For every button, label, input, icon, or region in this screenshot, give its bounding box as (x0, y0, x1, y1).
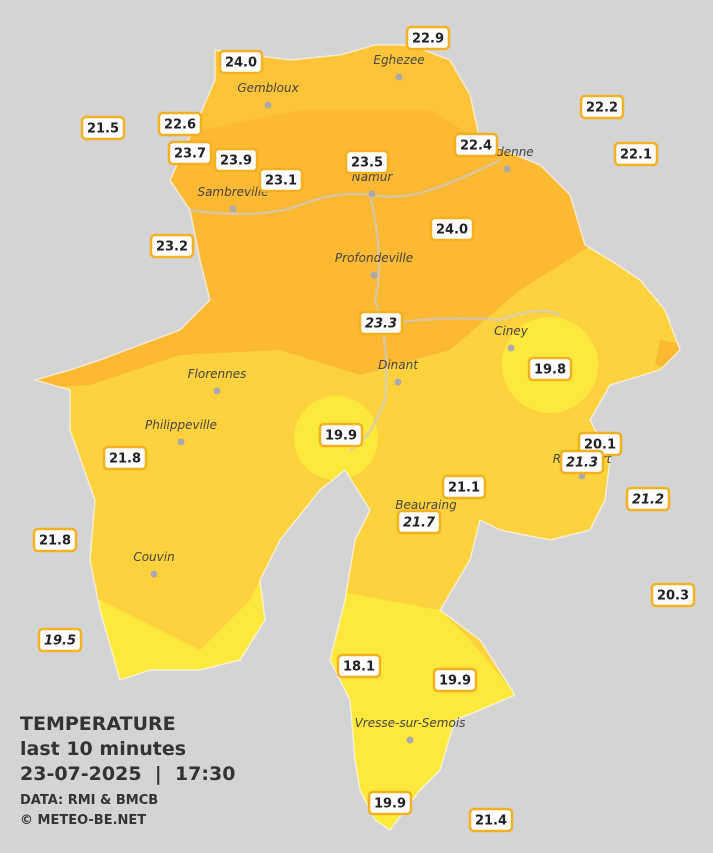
station-box (453, 132, 499, 158)
station-reading: 24.0 (436, 223, 468, 238)
station-box (625, 486, 671, 512)
station-box (80, 115, 126, 141)
caption-source: DATA: RMI & BMCB (20, 793, 158, 808)
town-label: Sambreville (197, 185, 268, 199)
station-box (167, 140, 213, 166)
town-label: Beauraing (395, 498, 457, 512)
station-box (149, 233, 195, 259)
town-label: Vresse-sur-Semois (355, 716, 466, 730)
town-label: Dinant (378, 358, 419, 372)
caption-title: TEMPERATURE (20, 713, 176, 735)
station-box (258, 167, 304, 193)
station-reading: 21.3 (566, 456, 598, 471)
town-dot (368, 190, 376, 198)
station-box (367, 790, 413, 816)
town-dot (213, 387, 221, 395)
town-dot (507, 344, 515, 352)
town-dot (395, 73, 403, 81)
station-reading: 21.8 (109, 452, 141, 467)
station-reading: 21.7 (403, 516, 436, 531)
station-reading: 22.6 (164, 118, 196, 133)
station-reading: 20.3 (657, 589, 689, 604)
town-label: Philippeville (145, 418, 217, 432)
station-reading: 22.4 (460, 139, 492, 154)
station-reading: 24.0 (225, 56, 257, 71)
station-reading: 22.1 (620, 148, 652, 163)
caption-credit: © METEO-BE.NET (20, 813, 146, 828)
station-box (32, 527, 78, 553)
town-label: Gembloux (237, 81, 299, 95)
station-box (559, 449, 605, 475)
town-dot (394, 378, 402, 386)
station-box (429, 216, 475, 242)
station-box (405, 25, 451, 51)
town-dot (370, 271, 378, 279)
station-box (358, 310, 404, 336)
station-box (579, 94, 625, 120)
station-reading: 23.1 (265, 174, 297, 189)
station-reading: 21.8 (39, 534, 71, 549)
town-dot (177, 438, 185, 446)
station-reading: 23.9 (220, 154, 252, 169)
town-label: Couvin (133, 550, 174, 564)
town-dot (229, 205, 237, 213)
station-box (336, 653, 382, 679)
station-box (396, 509, 442, 535)
station-box (432, 667, 478, 693)
station-reading: 18.1 (343, 660, 375, 675)
station-box (218, 49, 264, 75)
station-box (213, 147, 259, 173)
station-reading: 19.8 (534, 363, 566, 378)
station-reading: 21.1 (448, 481, 480, 496)
station-reading: 19.5 (44, 634, 76, 649)
station-reading: 21.2 (632, 493, 664, 508)
station-reading: 20.1 (584, 438, 616, 453)
station-reading: 19.9 (374, 797, 406, 812)
station-box (441, 474, 487, 500)
station-reading: 19.9 (325, 429, 357, 444)
caption-subtitle: last 10 minutes (20, 738, 186, 760)
town-label: Ciney (494, 324, 529, 338)
town-label: Eghezee (373, 53, 424, 67)
town-dot (150, 570, 158, 578)
station-reading: 22.2 (586, 101, 618, 116)
station-reading: 23.3 (365, 317, 397, 332)
town-label: Florennes (188, 367, 247, 381)
station-reading: 23.7 (174, 147, 206, 162)
caption-datetime: 23-07-2025 | 17:30 (20, 763, 235, 785)
station-box (344, 149, 390, 175)
station-reading: 21.5 (87, 122, 119, 137)
station-box (157, 111, 203, 137)
town-label: Profondeville (335, 251, 413, 265)
town-dot (406, 736, 414, 744)
station-reading: 23.2 (156, 240, 188, 255)
station-box (650, 582, 696, 608)
station-reading: 19.9 (439, 674, 471, 689)
station-reading: 21.4 (475, 814, 507, 829)
station-box (613, 141, 659, 167)
station-box (527, 356, 573, 382)
station-box (37, 627, 83, 653)
station-box (318, 422, 364, 448)
town-dot (264, 101, 272, 109)
station-reading: 22.9 (412, 32, 444, 47)
station-reading: 23.5 (351, 156, 383, 171)
station-box (468, 807, 514, 833)
town-dot (503, 165, 511, 173)
station-box (102, 445, 148, 471)
